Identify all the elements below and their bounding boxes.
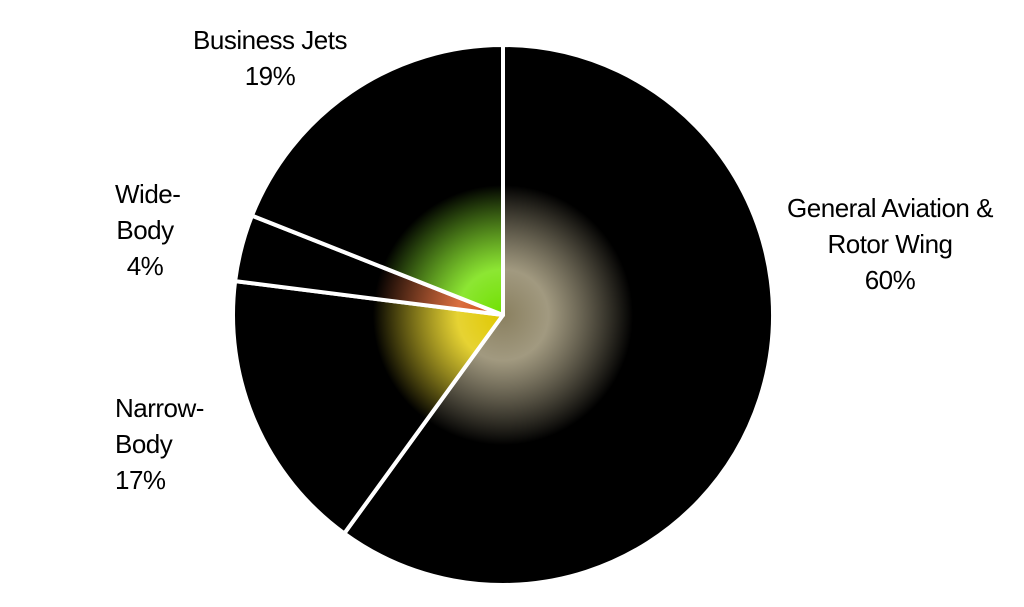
category-label: General Aviation & Rotor Wing [787, 193, 993, 259]
pie-slice [231, 279, 505, 536]
slice-label: Narrow-Body 17% [115, 390, 204, 498]
pie-slice [249, 43, 505, 317]
value-label: 17% [115, 465, 166, 495]
slice-label: Business Jets 19% [170, 22, 370, 94]
slice-label: Wide-Body 4% [115, 176, 181, 284]
pie-slice [342, 43, 775, 587]
value-label: 4% [126, 251, 164, 281]
value-label: 19% [244, 61, 296, 91]
value-label: 60% [864, 265, 916, 295]
category-label: Business Jets [193, 25, 347, 55]
slice-label: General Aviation & Rotor Wing 60% [775, 190, 1005, 298]
category-label: Narrow-Body [115, 393, 204, 459]
category-label: Wide-Body [115, 179, 181, 245]
